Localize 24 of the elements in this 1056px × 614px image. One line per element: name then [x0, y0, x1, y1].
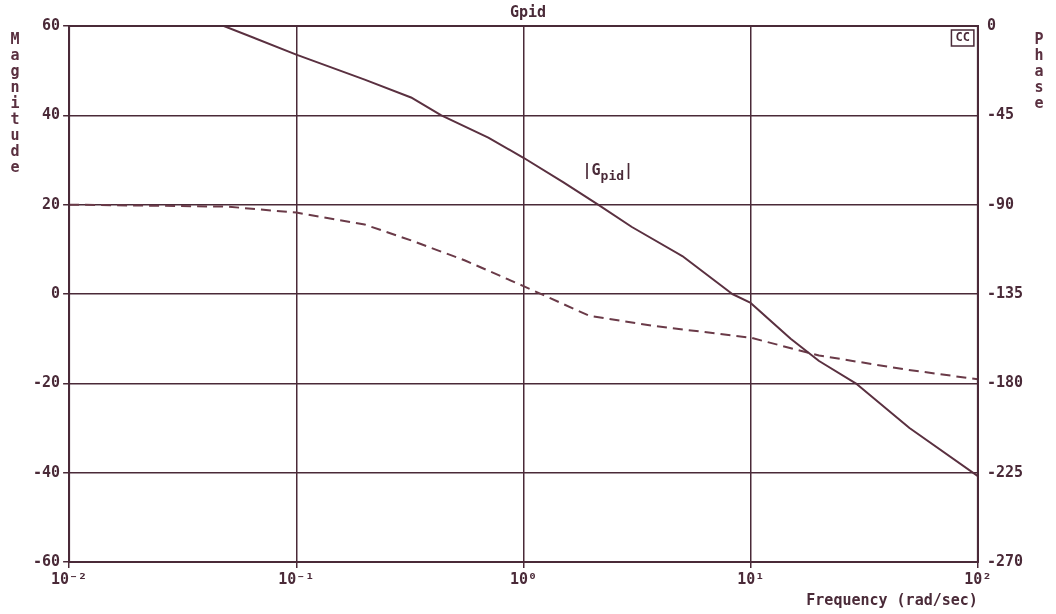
- y-axis-title: Magnitude: [6, 30, 24, 174]
- y2-axis-title: Phase: [1030, 30, 1048, 110]
- y2-tick-label: -180: [986, 373, 1023, 392]
- y2-tick-label: -270: [986, 551, 1023, 570]
- y2-tick-label: -90: [986, 194, 1014, 213]
- y-tick-label: -20: [33, 373, 61, 392]
- y2-tick-label: 0: [986, 15, 996, 34]
- y2-tick-label: -225: [986, 462, 1023, 481]
- y-tick-label: -60: [33, 551, 61, 570]
- x-tick-label: 10⁻²: [51, 569, 88, 588]
- y-tick-label: -40: [33, 462, 61, 481]
- x-tick-label: 10¹: [737, 569, 765, 588]
- y-tick-label: 0: [51, 283, 61, 302]
- x-tick-label: 10⁻¹: [278, 569, 315, 588]
- chart-title: Gpid: [509, 2, 547, 21]
- y2-tick-label: -45: [986, 105, 1014, 124]
- y-tick-label: 20: [42, 194, 61, 213]
- y-tick-label: 60: [42, 15, 61, 34]
- y-tick-label: 40: [42, 105, 61, 124]
- x-tick-label: 10²: [964, 569, 992, 588]
- x-axis-title: Frequency (rad/sec): [806, 590, 978, 609]
- annotation: CC: [955, 30, 970, 45]
- y2-tick-label: -135: [986, 283, 1023, 302]
- x-tick-label: 10⁰: [509, 569, 538, 588]
